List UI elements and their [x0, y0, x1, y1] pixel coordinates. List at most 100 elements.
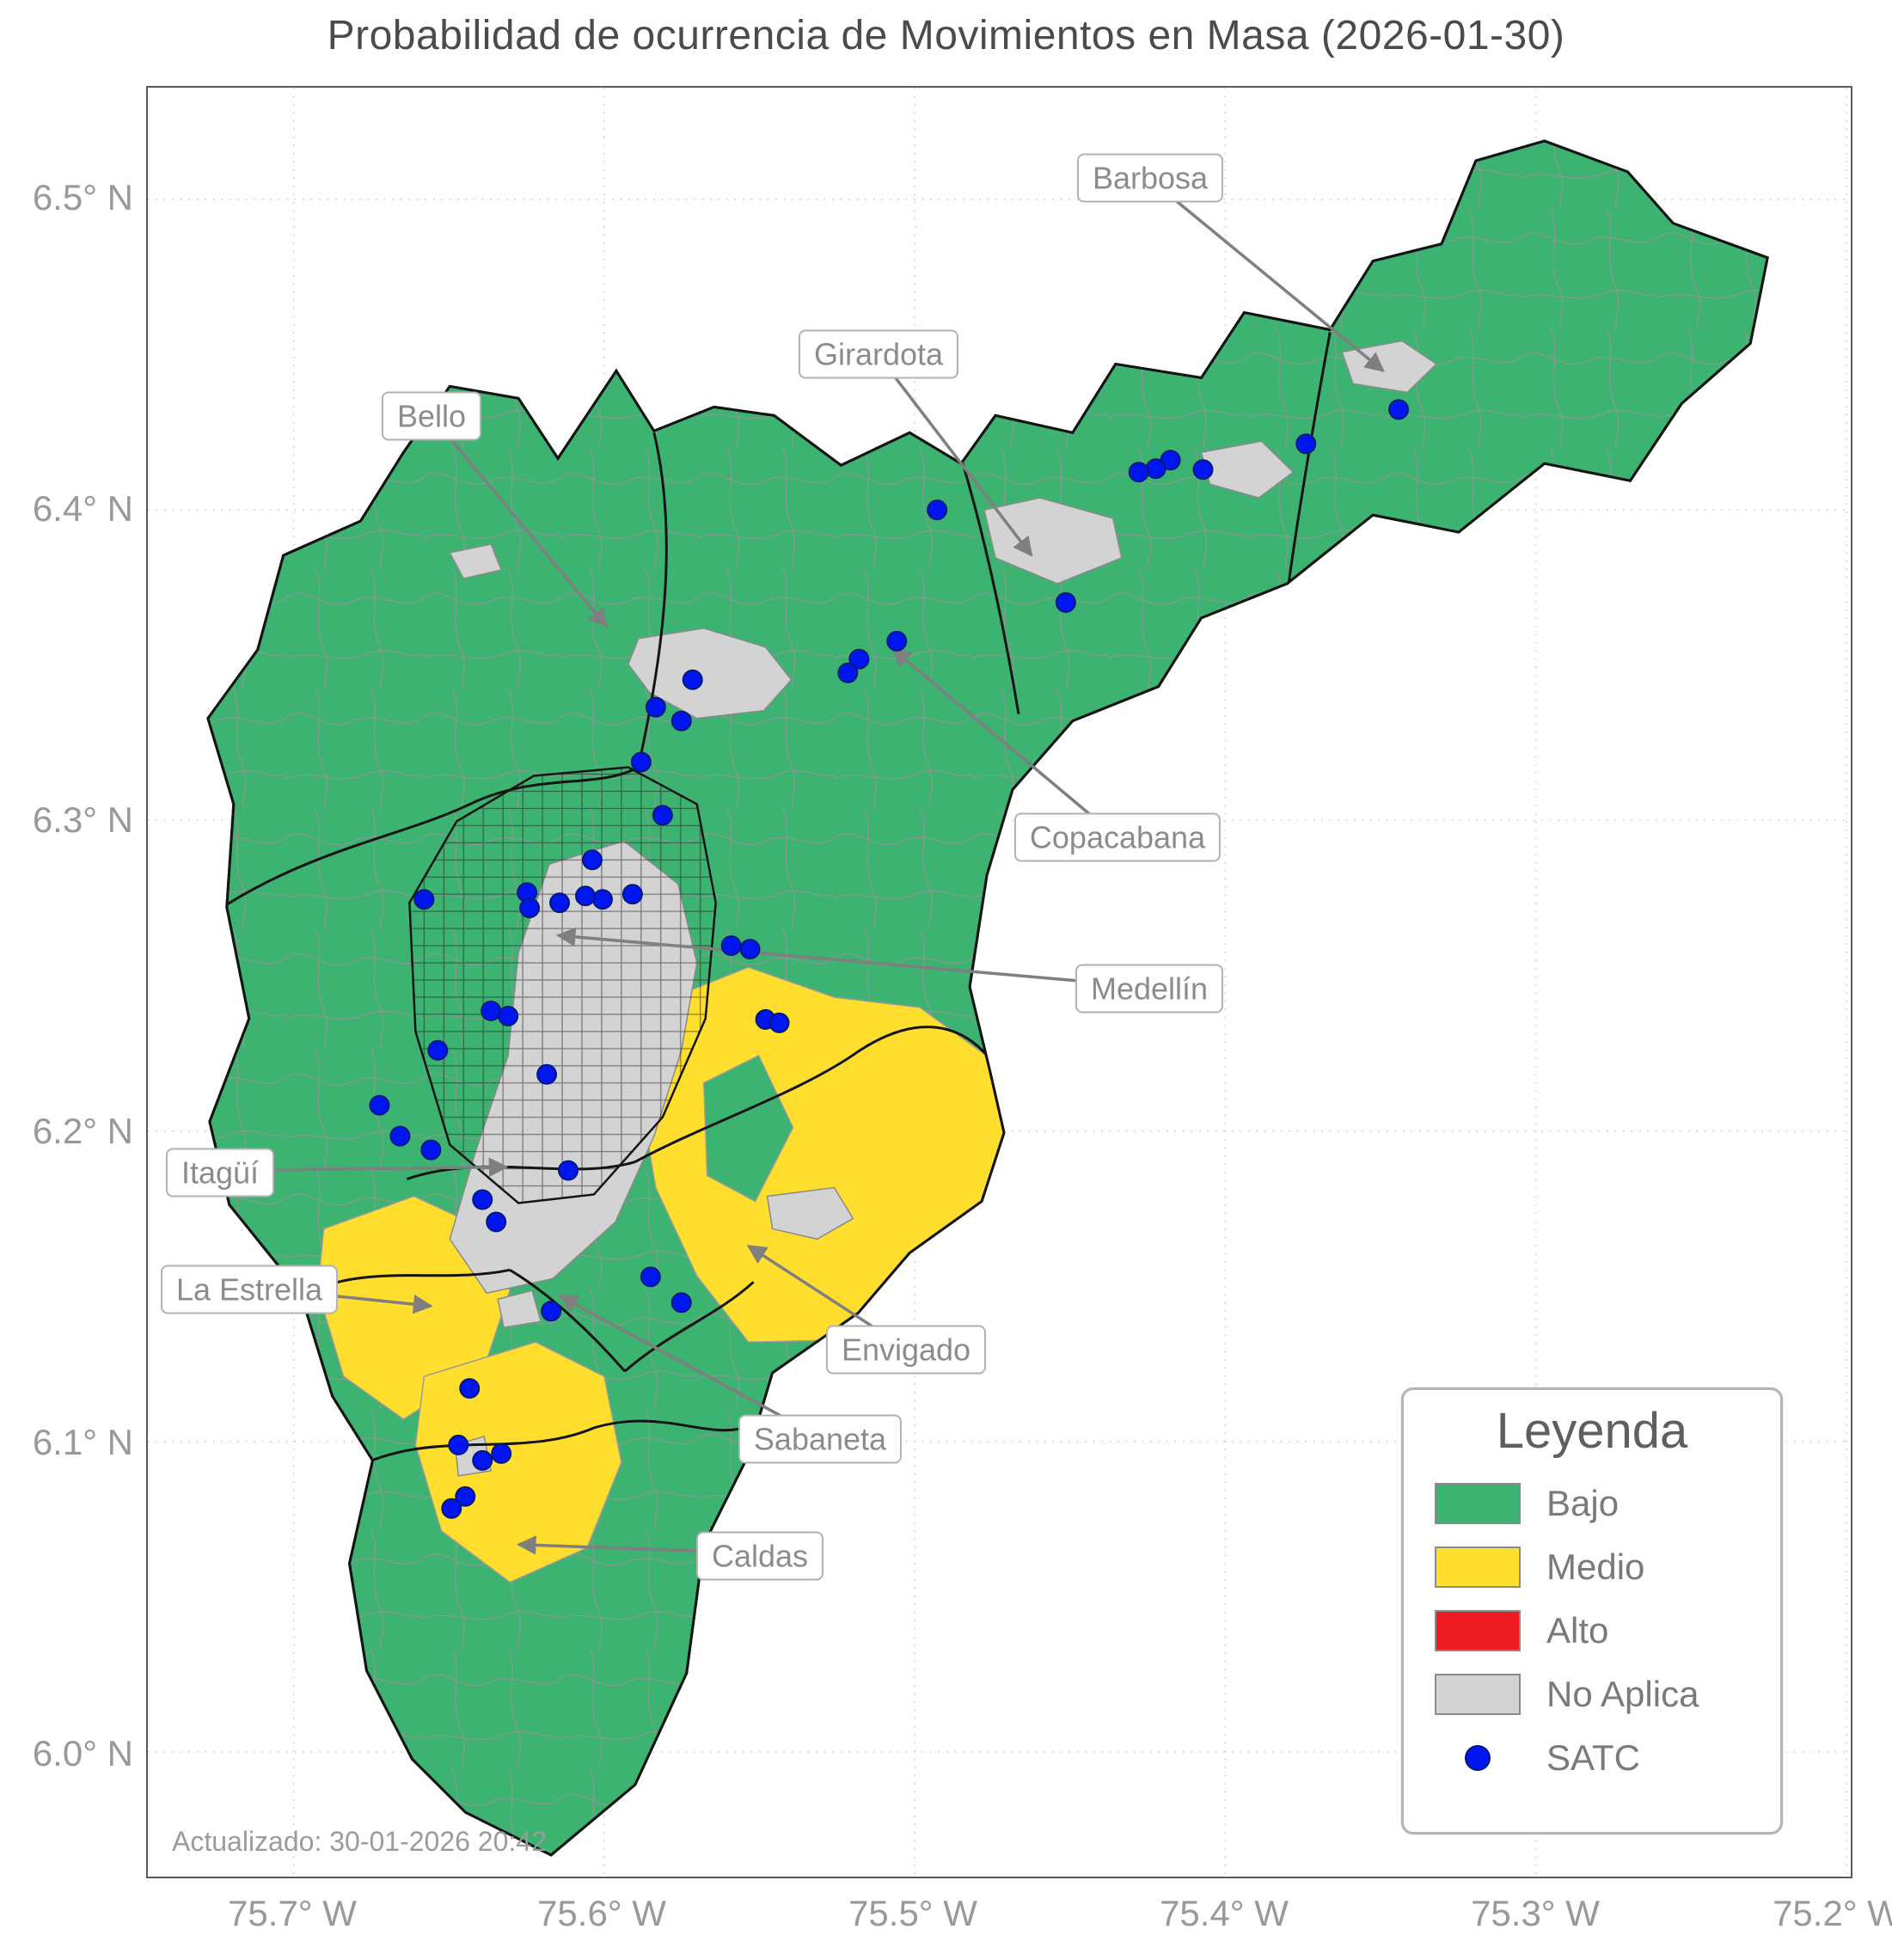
satc-point [652, 805, 673, 826]
satc-point [848, 648, 870, 670]
satc-point [491, 1442, 512, 1464]
urban-area-envigado-east [766, 1186, 854, 1240]
annotation-label-sabaneta: Sabaneta [738, 1414, 903, 1464]
satc-points-layer [369, 399, 1410, 1519]
annotation-label-la-estrella: La Estrella [160, 1265, 339, 1314]
satc-point [498, 1005, 519, 1026]
x-tick-label: 75.4° W [1160, 1893, 1289, 1933]
urban-area-bello [628, 628, 793, 720]
satc-point [413, 889, 435, 910]
y-tick-label: 6.5° N [32, 177, 133, 217]
y-tick-label: 6.4° N [32, 488, 133, 529]
comuna-grid-medellin [408, 766, 717, 1204]
satc-point [455, 1485, 476, 1507]
legend: Leyenda Bajo Medio Alto No Aplica SATC [1401, 1387, 1783, 1834]
urban-area-girardota [983, 497, 1123, 585]
y-tick-label: 6.1° N [32, 1422, 133, 1462]
page-title: Probabilidad de ocurrencia de Movimiento… [327, 13, 1565, 58]
x-tick-label: 75.6° W [537, 1893, 666, 1933]
satc-point [472, 1449, 493, 1471]
satc-point [472, 1189, 493, 1210]
map-outline [206, 139, 1769, 1857]
annotation-arrow-sabaneta [558, 1294, 820, 1438]
legend-label-satc: SATC [1546, 1737, 1640, 1778]
x-tick-label: 75.7° W [228, 1893, 357, 1933]
annotation-label-caldas: Caldas [695, 1531, 824, 1581]
satc-point [574, 885, 596, 907]
legend-item-satc: SATC [1404, 1726, 1780, 1790]
satc-point [927, 499, 948, 521]
satc-point [837, 662, 859, 683]
satc-point [427, 1039, 449, 1061]
satc-point [630, 751, 652, 773]
updated-timestamp: Actualizado: 30-01-2026 20:42 [172, 1826, 547, 1857]
annotation-label-barbosa: Barbosa [1076, 153, 1224, 203]
satc-point [389, 1125, 411, 1147]
satc-point [420, 1139, 442, 1161]
y-tick-label: 6.0° N [32, 1733, 133, 1773]
satc-point [670, 1292, 692, 1314]
annotation-label-itagui: Itagüí [165, 1148, 275, 1197]
legend-item-bajo: Bajo [1404, 1472, 1780, 1535]
annotation-label-bello: Bello [381, 391, 482, 441]
legend-swatch-alto [1435, 1610, 1521, 1651]
satc-point [1192, 459, 1214, 481]
annotation-label-copacabana: Copacabana [1013, 812, 1222, 862]
annotation-arrow-girardota [875, 352, 1033, 557]
satc-point [1128, 462, 1149, 483]
satc-point [621, 884, 643, 905]
satc-point [369, 1094, 390, 1116]
x-tick-label: 75.5° W [848, 1893, 977, 1933]
satc-point [459, 1378, 481, 1400]
satc-point [670, 710, 692, 732]
annotation-label-girardota: Girardota [798, 329, 959, 379]
legend-label-alto: Alto [1546, 1610, 1609, 1651]
annotation-label-envigado: Envigado [825, 1325, 987, 1375]
satc-point [549, 892, 571, 914]
x-tick-label: 75.3° W [1471, 1893, 1600, 1933]
annotation-arrow-barbosa [1147, 176, 1385, 372]
satc-point [581, 849, 603, 871]
satc-point [441, 1498, 462, 1519]
satc-point [640, 1266, 661, 1288]
annotation-labels-layer: Barbosa Girardota Bello Copacabana Medellín I… [148, 88, 1851, 1877]
satc-point [886, 630, 908, 652]
municipal-borders [226, 332, 1332, 1473]
legend-item-no-aplica: No Aplica [1404, 1663, 1780, 1726]
legend-item-alto: Alto [1404, 1599, 1780, 1663]
annotation-arrow-medellin [555, 927, 1148, 989]
legend-satc-point-icon [1435, 1737, 1521, 1779]
satc-point [558, 1160, 579, 1181]
urban-area-bello-nw [449, 543, 503, 579]
legend-label-no-aplica: No Aplica [1546, 1674, 1699, 1714]
satc-point [768, 1012, 790, 1033]
satc-point [519, 897, 541, 919]
satc-point [541, 1301, 562, 1322]
legend-label-medio: Medio [1546, 1547, 1645, 1587]
satc-point [536, 1063, 558, 1085]
legend-swatch-no-aplica [1435, 1674, 1521, 1715]
legend-swatch-bajo [1435, 1483, 1521, 1524]
legend-item-medio: Medio [1404, 1535, 1780, 1599]
satc-dot-icon [1465, 1745, 1491, 1771]
map-canvas [148, 88, 1851, 1877]
y-tick-label: 6.3° N [32, 799, 133, 840]
satc-point [1055, 591, 1076, 613]
map-plot-area: Barbosa Girardota Bello Copacabana Medellín I… [146, 86, 1852, 1878]
satc-point [448, 1434, 469, 1455]
y-tick-label: 6.2° N [32, 1111, 133, 1151]
satc-point [645, 696, 666, 718]
legend-title: Leyenda [1496, 1403, 1688, 1459]
urban-area-sabaneta [497, 1289, 542, 1329]
legend-label-bajo: Bajo [1546, 1483, 1620, 1523]
x-tick-label: 75.2° W [1773, 1893, 1892, 1933]
map-region-bajo-wedge [702, 1054, 794, 1203]
legend-items: Bajo Medio Alto No Aplica SATC [1404, 1472, 1780, 1790]
legend-swatch-medio [1435, 1547, 1521, 1588]
annotation-arrow-copacabana [891, 647, 1117, 837]
satc-point [486, 1211, 507, 1233]
urban-area-between-girardota-barbosa [1200, 440, 1295, 499]
annotation-arrow-bello [429, 414, 609, 628]
satc-point [739, 939, 761, 960]
